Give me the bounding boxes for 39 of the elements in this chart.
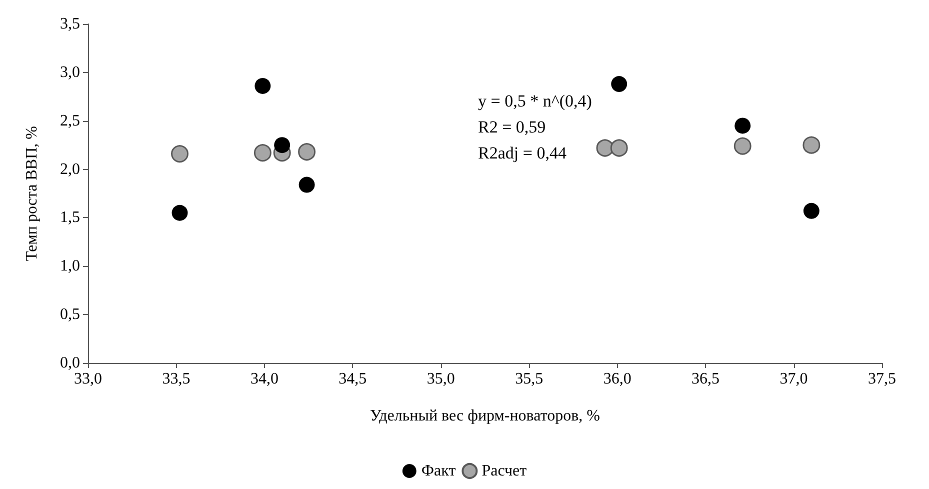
y-tick-label: 3,5 (60, 16, 80, 32)
point (171, 145, 188, 163)
point (734, 137, 752, 155)
y-tick-label: 3,0 (60, 64, 80, 81)
x-tick-label: 34,0 (250, 370, 278, 388)
x-tick-label: 33,5 (162, 370, 190, 388)
point (596, 139, 614, 157)
x-tick-label: 35,0 (426, 370, 455, 388)
point (254, 144, 272, 162)
point (274, 137, 290, 154)
annotation: R2adj = 0,44 (478, 144, 567, 162)
point (298, 143, 316, 161)
legend-label: Факт (421, 462, 456, 480)
x-tick-label: 35,5 (515, 370, 544, 388)
x-tick-label: 37,5 (868, 370, 896, 388)
x-tick-label: 33,0 (74, 370, 102, 388)
point (734, 118, 751, 134)
point (172, 204, 188, 221)
x-axis-title: Удельный вес фирм-новаторов, % (370, 408, 600, 424)
point (298, 176, 315, 193)
annotation: R2 = 0,59 (478, 118, 546, 136)
y-tick-label: 0,0 (60, 354, 80, 372)
legend-label: Расчет (482, 462, 527, 480)
point (802, 136, 820, 154)
x-tick-label: 37,0 (780, 370, 808, 388)
point (610, 139, 628, 157)
y-tick-label: 1,0 (60, 258, 80, 275)
x-tick-label: 36,5 (692, 370, 720, 388)
y-tick-label: 1,5 (60, 209, 80, 226)
x-tick-label: 36,0 (603, 370, 632, 388)
point (254, 78, 271, 94)
y-axis-title: Темп роста ВВП, % (24, 126, 40, 261)
annotation: y = 0,5 * n^(0,4) (478, 92, 592, 110)
y-tick-label: 2,0 (60, 160, 80, 178)
x-tick-label: 34,5 (338, 370, 367, 388)
y-tick-label: 2,5 (60, 112, 80, 130)
point (803, 202, 820, 219)
point (611, 76, 628, 92)
y-tick-label: 0,5 (60, 306, 80, 324)
